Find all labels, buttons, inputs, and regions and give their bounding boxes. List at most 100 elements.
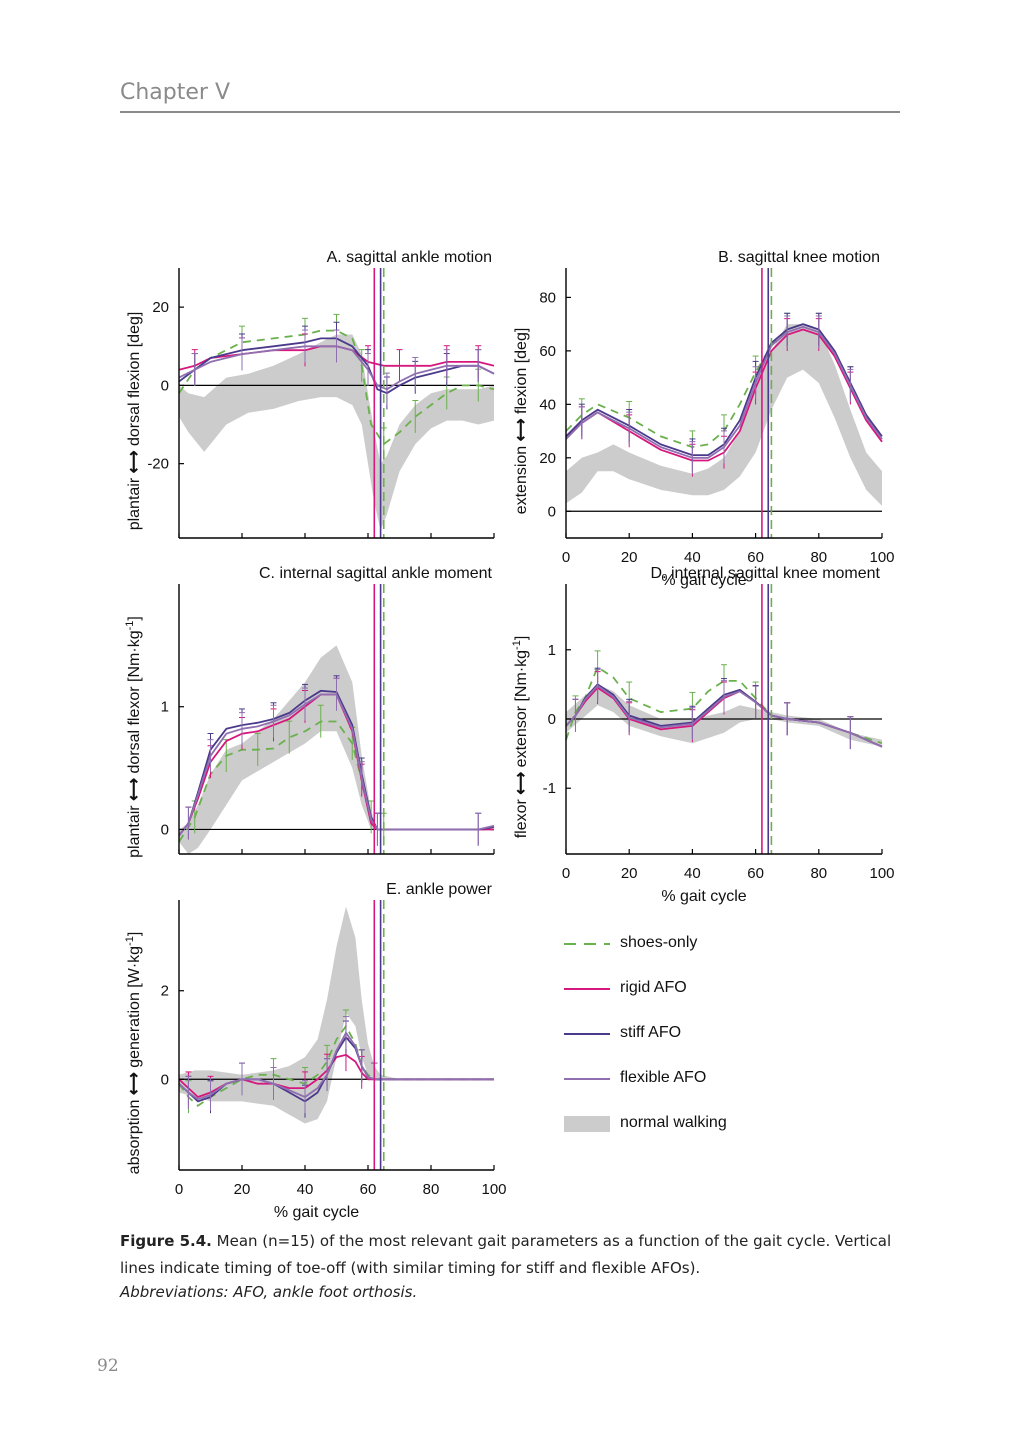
x-tick-label: 100 [869, 549, 894, 566]
legend-swatch-rigid-afo [564, 988, 610, 990]
x-axis-label: % gait cycle [661, 572, 746, 589]
panel-d-internal-sagittal-knee-moment: 0 20 40 60 80 100 -1 0 1 D. internal sagittal kne… [511, 565, 895, 905]
panel-a-sagittal-ankle-motion: -20 0 20 A. sagittal ankle motion plantair ⟷… [126, 249, 495, 539]
y-tick-label: 20 [539, 450, 556, 467]
caption-text: Mean (n=15) of the most relevant gait pa… [120, 1232, 892, 1277]
legend-item: normal walking [560, 1110, 860, 1155]
y-label-part: plantair [126, 473, 143, 530]
panel-c-internal-sagittal-ankle-moment: 0 1 C. internal sagittal ankle moment plant… [124, 565, 495, 858]
panel-title: E. ankle power [386, 881, 493, 898]
x-axis-label: % gait cycle [661, 888, 746, 905]
x-tick-label: 80 [423, 1181, 440, 1198]
y-tick-label: 80 [539, 289, 556, 306]
y-tick-label: 0 [161, 1071, 169, 1088]
y-label-superscript: -1 [124, 621, 136, 631]
legend-item: rigid AFO [560, 975, 860, 1020]
x-tick-label: 60 [747, 549, 764, 566]
y-label-superscript: -1 [124, 936, 136, 946]
y-tick-label: 0 [548, 711, 556, 728]
panel-e-ankle-power: 0 20 40 60 80 100 0 2 E. ankle power % gait cycle… [124, 881, 507, 1221]
x-tick-label: 20 [621, 865, 638, 882]
series-line-flexible-afo [178, 1031, 494, 1101]
series-line-flexible-afo [565, 684, 883, 748]
legend-swatch-normal-walking [564, 1116, 610, 1132]
legend: shoes-only rigid AFO stiff AFO flexible … [560, 930, 860, 1155]
x-tick-label: 0 [175, 1181, 183, 1198]
panel-title: D. internal sagittal knee moment [651, 565, 881, 582]
y-label-part: plantair [126, 801, 143, 858]
x-tick-label: 20 [621, 549, 638, 566]
x-tick-label: 80 [810, 865, 827, 882]
y-axis-label: flexor ⟷ extensor [Nm·kg-1] [511, 636, 530, 839]
legend-label: stiff AFO [620, 1024, 682, 1041]
legend-label: shoes-only [620, 934, 698, 951]
chapter-rule [120, 111, 900, 113]
y-label-part: extension [513, 441, 530, 514]
y-label-part: generation [W·kg [126, 946, 143, 1072]
legend-item: shoes-only [560, 930, 860, 975]
double-arrow-icon: ⟷ [513, 418, 530, 441]
x-tick-label: 40 [297, 1181, 314, 1198]
legend-label: flexible AFO [620, 1069, 707, 1086]
y-tick-label: -1 [543, 780, 556, 797]
y-tick-label: 40 [539, 396, 556, 413]
y-label-part: absorption [126, 1095, 143, 1174]
x-tick-label: 100 [869, 865, 894, 882]
panel-title: A. sagittal ankle motion [327, 249, 492, 266]
series-line-rigid-afo [178, 693, 494, 837]
page-number: 92 [97, 1356, 119, 1376]
y-label-part: flexor [513, 795, 530, 839]
panel-b-sagittal-knee-motion: 0 20 40 60 80 100 0 20 40 60 80 B. sagittal knee mo… [513, 249, 895, 589]
legend-item: flexible AFO [560, 1065, 860, 1110]
y-axis-label: extension ⟷ flexion [deg] [513, 328, 530, 515]
y-label-part: dorsal flexion [deg] [126, 312, 143, 451]
normal-walking-band [179, 906, 494, 1124]
series-line-rigid-afo [565, 328, 883, 462]
y-axis-label: plantair ⟷ dorsal flexor [Nm·kg-1] [124, 616, 143, 858]
legend-label: normal walking [620, 1114, 727, 1131]
x-tick-label: 60 [747, 865, 764, 882]
y-tick-label: 0 [161, 821, 169, 838]
normal-walking-band [566, 324, 882, 506]
y-label-superscript: -1 [511, 640, 523, 650]
y-label-part: extensor [Nm·kg [513, 650, 530, 772]
y-label-part: dorsal flexor [Nm·kg [126, 630, 143, 778]
legend-swatch-shoes-only [564, 943, 610, 945]
x-tick-label: 0 [562, 865, 570, 882]
y-tick-label: -20 [147, 456, 169, 473]
normal-walking-band [566, 684, 882, 747]
y-label-part: flexion [deg] [513, 328, 530, 419]
chapter-heading: Chapter V [120, 80, 230, 105]
panel-title: B. sagittal knee motion [718, 249, 880, 266]
series-line-flexible-afo [565, 325, 883, 459]
y-tick-label: 20 [152, 299, 169, 316]
double-arrow-icon: ⟷ [126, 1072, 143, 1095]
figure-caption: Figure 5.4. Mean (n=15) of the most rele… [120, 1228, 900, 1282]
y-tick-label: 0 [161, 377, 169, 394]
y-axis-label: plantair ⟷ dorsal flexion [deg] [126, 312, 143, 531]
x-tick-label: 100 [481, 1181, 506, 1198]
caption-abbreviations: Abbreviations: AFO, ankle foot orthosis. [120, 1283, 418, 1301]
y-label-part: ] [126, 616, 143, 620]
y-tick-label: 1 [161, 699, 169, 716]
legend-swatch-stiff-afo [564, 1033, 610, 1035]
y-tick-label: 1 [548, 642, 556, 659]
y-tick-label: 2 [161, 983, 169, 1000]
x-tick-label: 0 [562, 549, 570, 566]
y-axis-label: absorption ⟷ generation [W·kg-1] [124, 932, 143, 1175]
caption-label: Figure 5.4. [120, 1232, 212, 1250]
legend-item: stiff AFO [560, 1020, 860, 1065]
normal-walking-band [179, 334, 494, 531]
x-tick-label: 80 [810, 549, 827, 566]
y-label-part: ] [126, 932, 143, 936]
x-tick-label: 40 [684, 549, 701, 566]
series-line-stiff-afo [565, 323, 883, 457]
legend-swatch-flexible-afo [564, 1078, 610, 1080]
x-tick-label: 60 [360, 1181, 377, 1198]
x-tick-label: 20 [234, 1181, 251, 1198]
panel-title: C. internal sagittal ankle moment [259, 565, 493, 582]
double-arrow-icon: ⟷ [126, 450, 143, 473]
double-arrow-icon: ⟷ [513, 772, 530, 795]
